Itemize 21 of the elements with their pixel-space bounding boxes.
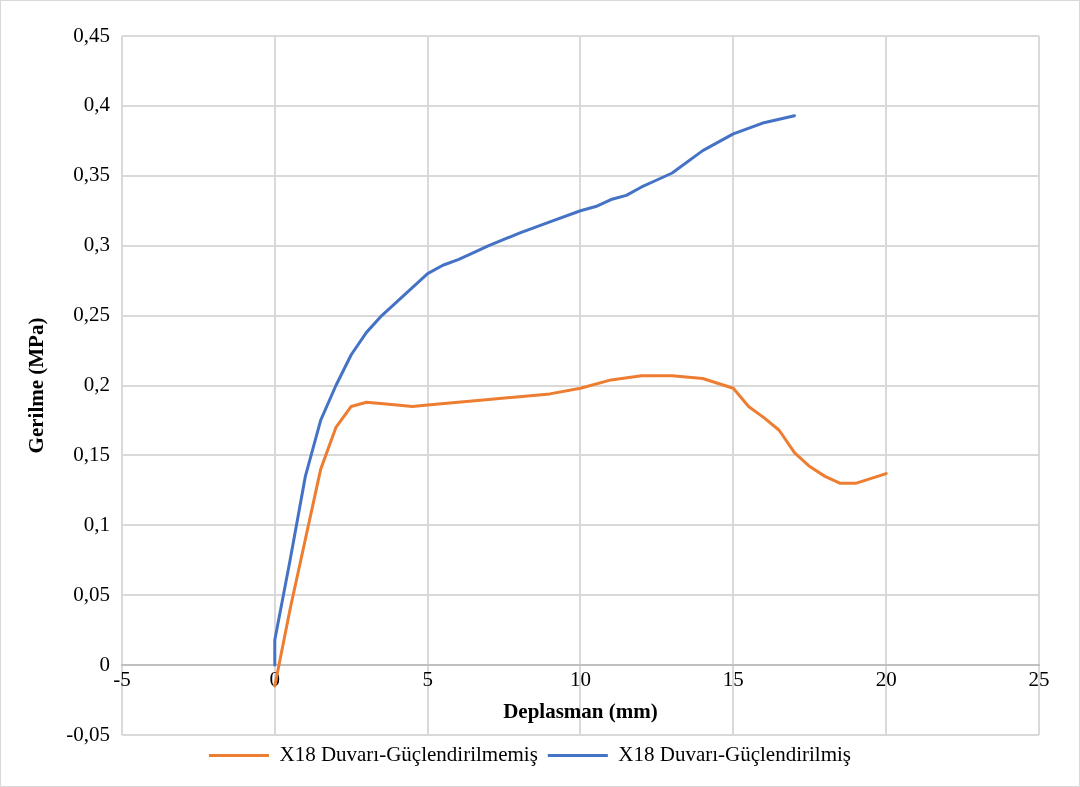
y-tick-label: 0 xyxy=(99,651,110,676)
x-tick-label: -5 xyxy=(113,667,131,692)
x-axis-title: Deplasman (mm) xyxy=(503,699,658,724)
y-tick-label: 0,1 xyxy=(83,511,110,536)
y-tick-label: 0,4 xyxy=(83,92,111,117)
x-tick-label: 20 xyxy=(875,667,897,692)
y-tick-label: 0,25 xyxy=(73,302,110,327)
legend-label: X18 Duvarı-Güçlendirilmemiş xyxy=(279,742,538,767)
y-tick-label: 0,45 xyxy=(73,22,110,47)
y-axis-title: Gerilme (MPa) xyxy=(24,317,49,454)
y-tick-label: 0,3 xyxy=(83,232,110,257)
x-tick-label: 10 xyxy=(569,667,591,692)
y-tick-label: -0,05 xyxy=(66,721,110,746)
x-tick-label: 15 xyxy=(722,667,744,692)
y-tick-label: 0,35 xyxy=(73,162,110,187)
x-tick-label: 25 xyxy=(1028,667,1050,692)
legend-label: X18 Duvarı-Güçlendirilmiş xyxy=(618,742,852,767)
y-tick-label: 0,05 xyxy=(73,581,110,606)
y-tick-label: 0,2 xyxy=(83,372,110,397)
y-tick-label: 0,15 xyxy=(73,441,110,466)
x-tick-label: 5 xyxy=(422,667,433,692)
